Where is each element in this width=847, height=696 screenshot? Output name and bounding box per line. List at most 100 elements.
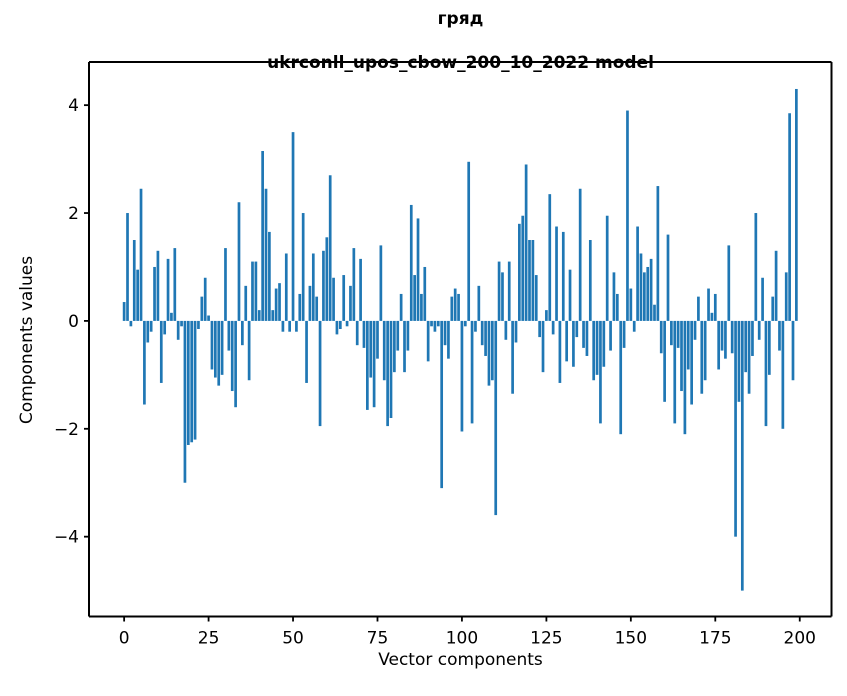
bar — [180, 320, 183, 327]
bar — [673, 320, 677, 424]
bar — [136, 269, 139, 321]
bar — [132, 240, 136, 321]
bar — [153, 266, 156, 321]
bar — [126, 213, 129, 321]
bar — [318, 320, 322, 427]
bar — [588, 240, 592, 321]
bar — [325, 237, 329, 321]
bar — [771, 296, 775, 321]
bar — [447, 320, 450, 359]
bar — [393, 320, 396, 373]
bar — [551, 320, 555, 335]
bar — [345, 320, 349, 327]
bar — [582, 320, 585, 348]
bars-group — [122, 88, 798, 591]
x-axis-ticks: 0 25 50 75 100 125 150 175 200 — [119, 616, 816, 649]
bar — [467, 161, 471, 321]
bar — [717, 320, 721, 370]
bar — [426, 320, 430, 362]
bar — [352, 248, 356, 321]
bar — [474, 320, 477, 332]
bar — [399, 293, 403, 321]
bar — [615, 293, 619, 321]
bar — [146, 320, 150, 343]
bar — [514, 320, 518, 343]
bar — [271, 310, 275, 321]
y-tick-label: 0 — [68, 312, 79, 332]
bar — [724, 320, 727, 359]
bar — [416, 218, 420, 321]
bar — [703, 320, 707, 381]
bar — [190, 320, 194, 443]
bar — [494, 320, 498, 516]
bar — [592, 320, 596, 381]
x-tick-label: 200 — [784, 629, 816, 649]
bar — [257, 310, 261, 321]
bar — [740, 320, 744, 591]
y-tick-label: −4 — [54, 528, 79, 548]
bar — [409, 204, 413, 321]
bar — [697, 296, 700, 321]
bar — [622, 320, 626, 348]
chart-title-line1: гряд — [437, 9, 484, 29]
bar — [784, 272, 788, 321]
bar — [747, 320, 751, 394]
bar — [795, 88, 798, 321]
bar — [338, 320, 342, 330]
bar — [524, 164, 528, 321]
y-tick-label: 2 — [68, 204, 79, 224]
y-tick-label: 4 — [68, 96, 79, 116]
bar — [186, 320, 190, 445]
axes-spines — [88, 61, 833, 618]
bar — [359, 258, 362, 321]
bar — [555, 226, 558, 321]
bar — [761, 277, 764, 321]
bar — [413, 275, 416, 321]
bar — [470, 320, 474, 424]
bar — [558, 320, 562, 383]
bar — [149, 320, 153, 332]
bar — [585, 320, 589, 356]
x-tick-label: 25 — [198, 629, 220, 649]
bar — [288, 320, 292, 332]
bar — [366, 320, 369, 410]
bar — [311, 253, 315, 321]
bar — [764, 320, 768, 427]
bar — [568, 269, 572, 321]
bar — [342, 275, 346, 321]
bar — [203, 277, 207, 321]
bar — [720, 320, 724, 351]
bar — [176, 320, 180, 340]
chart-title-line2: ukrconll_upos_cbow_200_10_2022 model — [267, 53, 654, 73]
bar — [619, 320, 623, 435]
bar — [278, 283, 281, 321]
bar — [450, 296, 454, 321]
bar — [599, 320, 602, 424]
bar — [220, 320, 224, 375]
bar — [349, 285, 352, 321]
bar — [159, 320, 163, 383]
bar — [480, 320, 484, 346]
bar — [197, 320, 200, 330]
bar — [501, 272, 504, 321]
bar — [646, 266, 650, 321]
bar — [548, 194, 552, 321]
bar — [443, 320, 447, 346]
bar — [751, 320, 754, 356]
bar — [301, 213, 305, 321]
bar — [173, 248, 177, 321]
bar — [663, 320, 666, 402]
bar — [403, 320, 406, 373]
bar — [754, 213, 758, 321]
bar — [511, 320, 514, 394]
bar — [213, 320, 217, 378]
bar — [308, 285, 312, 321]
bar — [757, 320, 761, 340]
bar — [261, 151, 264, 321]
bar — [629, 288, 633, 321]
bar — [460, 320, 464, 432]
bar — [744, 320, 748, 373]
bar — [659, 320, 663, 354]
